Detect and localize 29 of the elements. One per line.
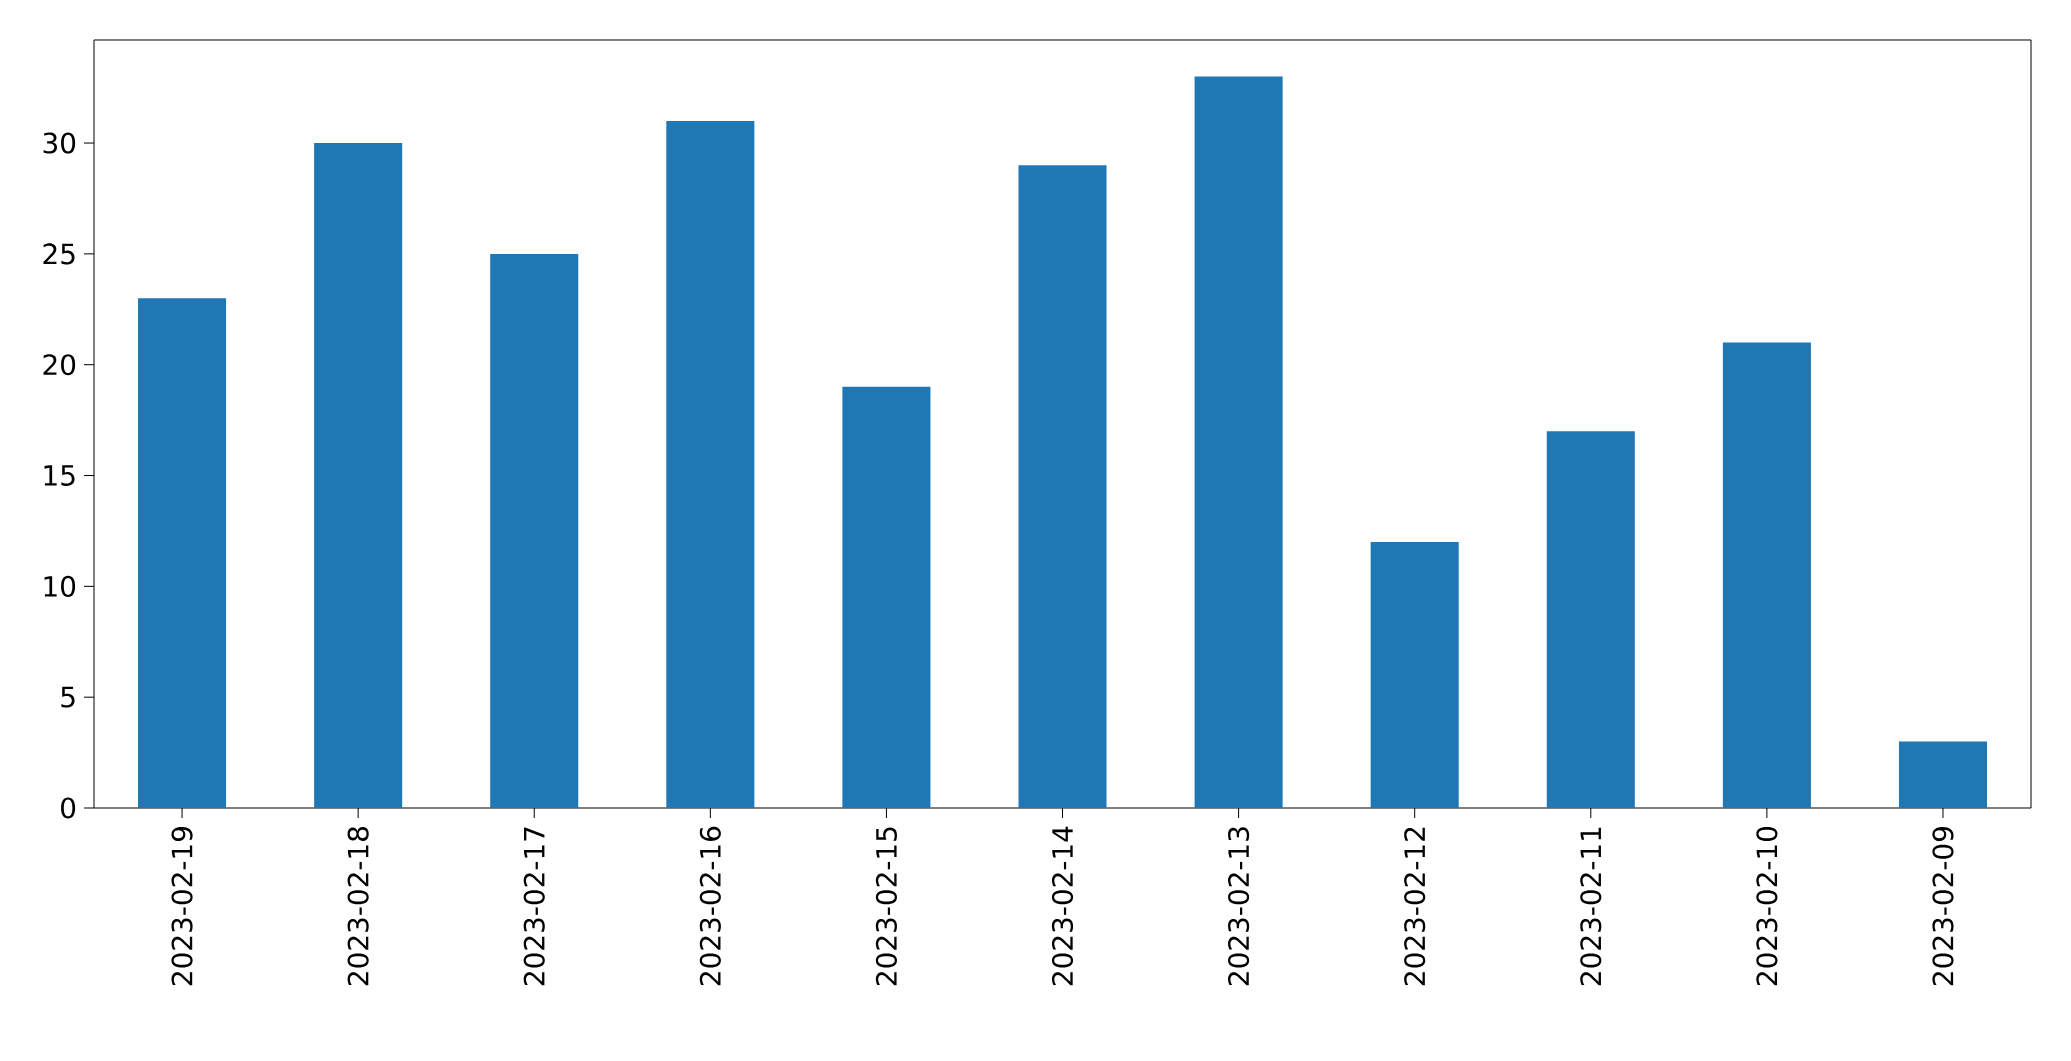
bar — [1018, 165, 1107, 808]
y-tick-label: 0 — [61, 797, 76, 819]
bar — [314, 143, 403, 808]
bar — [1546, 431, 1635, 808]
y-tick-label: 15 — [44, 465, 75, 486]
bar — [1194, 76, 1283, 808]
bar — [1370, 542, 1459, 808]
x-tick-label: 2023-02-18 — [347, 826, 369, 986]
x-tick-label: 2023-02-12 — [1404, 827, 1426, 986]
x-tick-label: 2023-02-14 — [1051, 826, 1074, 986]
bar — [1722, 342, 1811, 808]
y-tick-label: 25 — [43, 243, 75, 265]
x-tick-label: 2023-02-16 — [699, 826, 721, 986]
y-tick-label: 30 — [43, 132, 76, 154]
x-tick-label: 2023-02-19 — [171, 827, 193, 986]
x-tick-label: 2023-02-13 — [1228, 827, 1250, 986]
y-tick-label: 5 — [61, 686, 75, 708]
x-tick-label: 2023-02-17 — [523, 827, 545, 986]
y-tick-label: 20 — [43, 354, 76, 376]
bar — [666, 120, 755, 808]
x-tick-label: 2023-02-09 — [1932, 827, 1954, 986]
bar — [1898, 741, 1987, 808]
x-tick-label: 2023-02-15 — [875, 827, 897, 986]
bar — [842, 386, 931, 808]
x-tick-label: 2023-02-10 — [1756, 826, 1778, 986]
bar — [138, 298, 227, 808]
y-tick-label: 10 — [44, 575, 76, 597]
bar — [490, 253, 579, 808]
x-tick-label: 2023-02-11 — [1580, 827, 1602, 986]
